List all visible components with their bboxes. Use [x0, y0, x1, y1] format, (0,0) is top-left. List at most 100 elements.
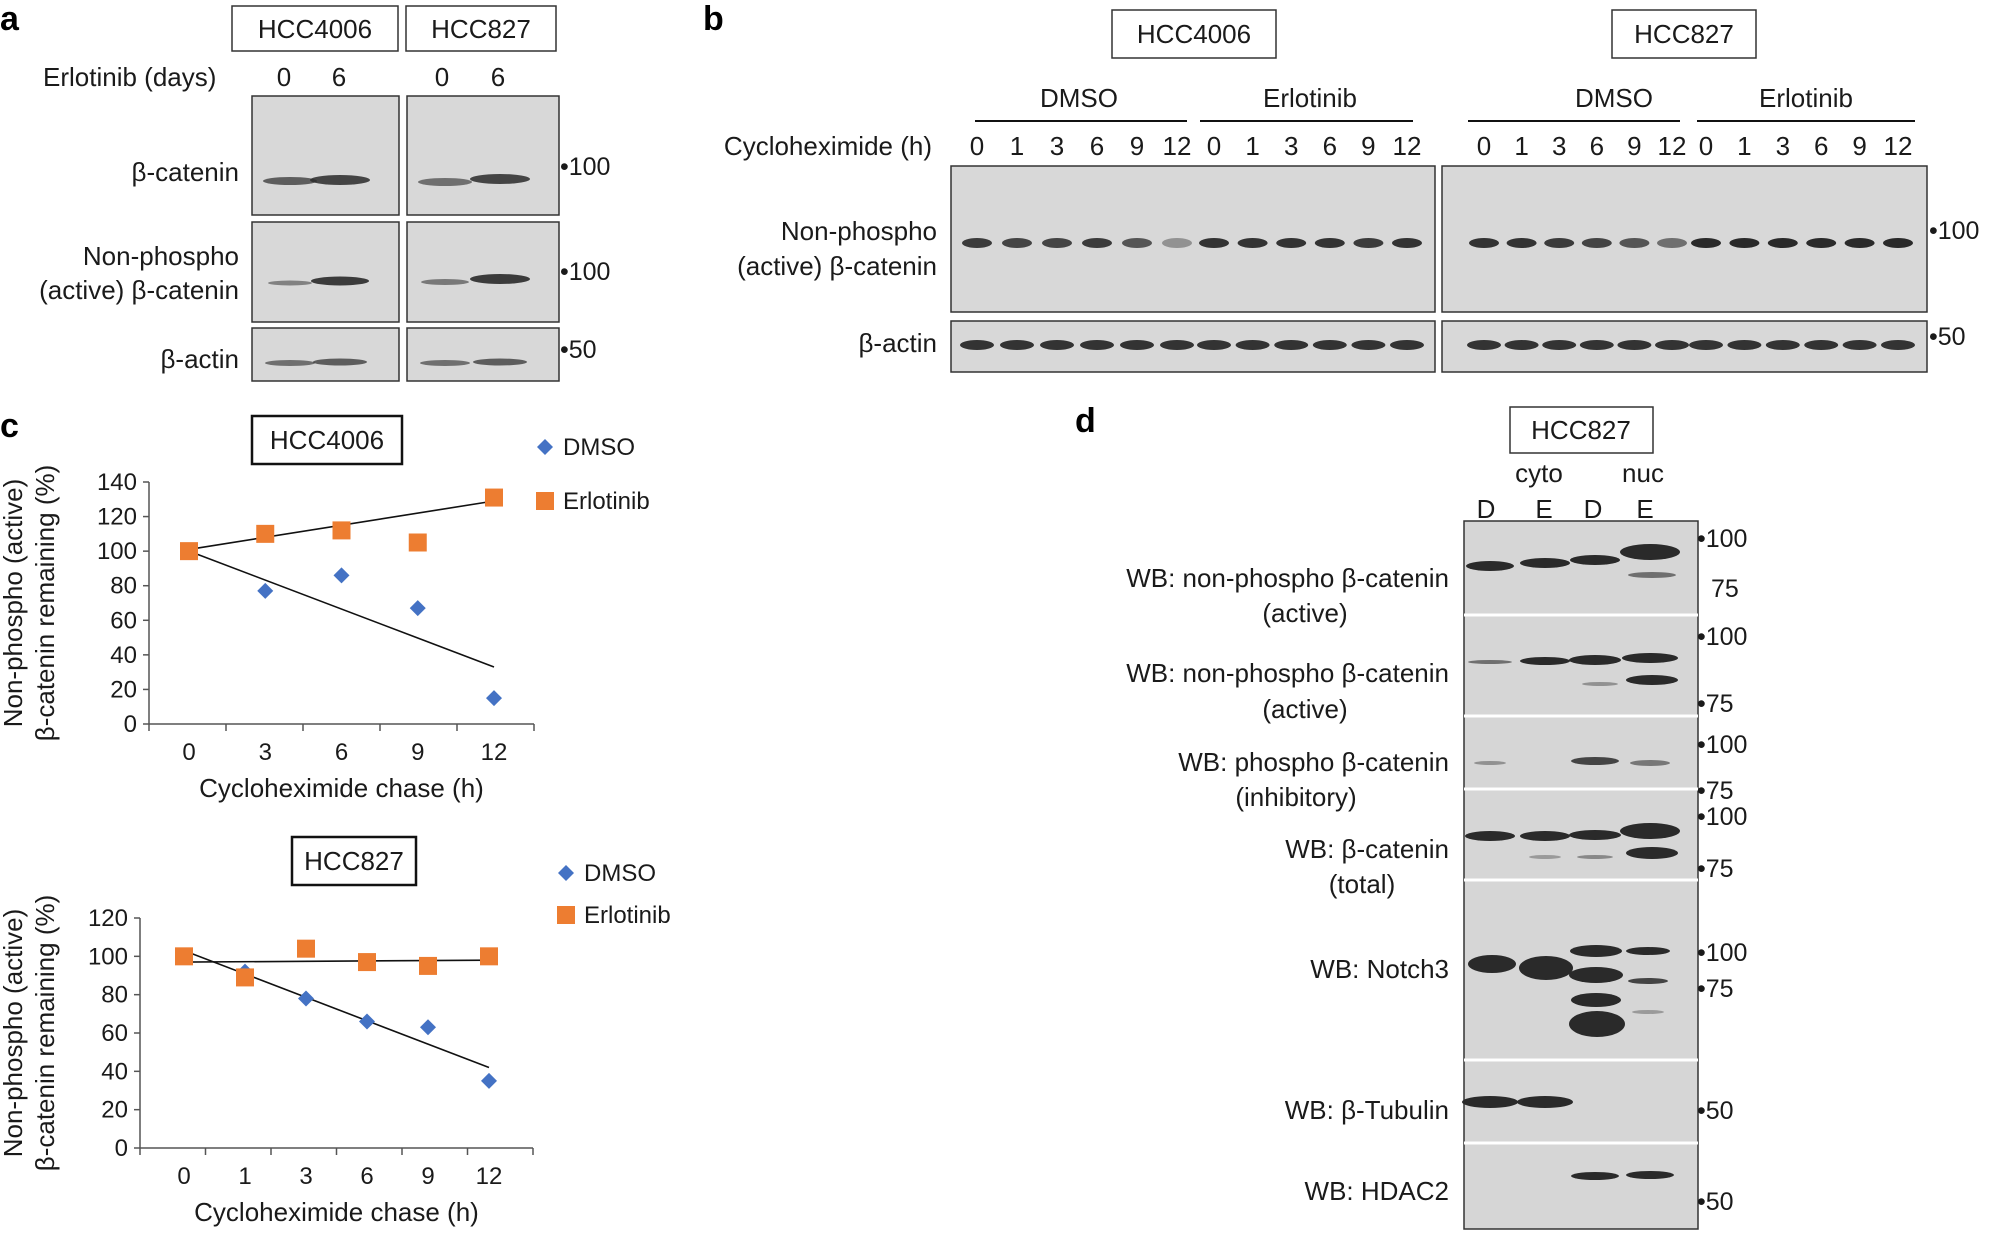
band — [1691, 238, 1721, 248]
band — [1619, 238, 1650, 248]
band — [1506, 238, 1537, 248]
x-tick-label: 6 — [360, 1163, 373, 1190]
band — [1312, 340, 1347, 350]
group-label-erlotinib: Erlotinib — [1263, 83, 1357, 113]
time-label: 3 — [1284, 131, 1298, 161]
trendline-erlotinib — [183, 959, 490, 963]
legend-label-dmso: DMSO — [584, 860, 656, 887]
band — [1002, 238, 1032, 248]
cell-line-box-hcc827 — [1509, 406, 1654, 454]
lane-label: E — [1636, 494, 1653, 524]
y-tick-label: 120 — [97, 504, 137, 531]
band — [1120, 340, 1154, 350]
day-label: 6 — [491, 62, 505, 92]
mw-marker: •50 — [1929, 323, 1966, 351]
trendline-dmso — [188, 550, 495, 668]
y-tick-label: 40 — [110, 642, 137, 669]
mw-marker: •100 — [1697, 731, 1747, 759]
wb-label-sub: (active) — [1262, 598, 1347, 628]
panel-b: b HCC4006 HCC827 DMSO Erlotinib DMSO Erl… — [703, 0, 1979, 373]
band — [1390, 340, 1424, 350]
band — [1392, 238, 1422, 248]
cell-line-label-hcc827: HCC827 — [1634, 19, 1734, 49]
blot-d-bands — [1462, 544, 1680, 1180]
blot-label-nonphospho-1: Non-phospho — [781, 216, 937, 246]
blot-label-nonphospho-2: (active) β-catenin — [737, 251, 937, 281]
point-dmso — [409, 600, 426, 617]
y-tick-label: 40 — [101, 1058, 128, 1085]
time-label: 6 — [1814, 131, 1828, 161]
blot-d-dividers — [1464, 613, 1698, 1145]
legend-label-erlotinib: Erlotinib — [563, 488, 650, 515]
blot-a-row1 — [251, 95, 560, 216]
wb-label: WB: Notch3 — [1310, 954, 1449, 984]
group-label-dmso: DMSO — [1040, 83, 1118, 113]
band — [1657, 238, 1687, 248]
chart-hcc827: HCC827 0 20 40 60 80 100 120 0 1 3 6 9 12 Cycloheximid… — [0, 835, 671, 1227]
band — [1469, 238, 1499, 248]
band — [1767, 238, 1798, 248]
chart-title: HCC827 — [304, 846, 404, 876]
time-label: 9 — [1361, 131, 1375, 161]
point-erlotinib — [236, 968, 254, 987]
point-dmso — [359, 1013, 375, 1030]
cell-line-label-hcc827: HCC827 — [431, 14, 531, 44]
band — [1353, 238, 1384, 248]
wb-label: WB: β-Tubulin — [1285, 1095, 1449, 1125]
band — [960, 340, 994, 350]
trendline-dmso — [183, 949, 490, 1069]
y-tick-label: 100 — [97, 538, 137, 565]
time-label: 6 — [1590, 131, 1604, 161]
time-label: 0 — [970, 131, 984, 161]
band — [1881, 340, 1915, 350]
blot-b-row1 — [950, 165, 1928, 313]
x-tick-label: 9 — [421, 1163, 434, 1190]
band — [1544, 238, 1575, 248]
lane-label: E — [1535, 494, 1552, 524]
blot-label-nonphospho-1: Non-phospho — [83, 241, 239, 271]
fraction-label-cyto: cyto — [1515, 458, 1563, 488]
day-label: 6 — [332, 62, 346, 92]
group-label-erlotinib: Erlotinib — [1759, 83, 1853, 113]
wb-label: WB: HDAC2 — [1305, 1176, 1449, 1206]
band — [1199, 238, 1229, 248]
x-tick-label: 12 — [481, 739, 508, 766]
mw-marker: •75 — [1697, 975, 1734, 1003]
point-erlotinib — [180, 542, 198, 561]
point-erlotinib — [332, 521, 351, 540]
time-label: 1 — [1737, 131, 1751, 161]
band — [1844, 238, 1875, 248]
cell-line-label-hcc4006: HCC4006 — [1137, 19, 1251, 49]
x-tick-label: 6 — [335, 739, 348, 766]
day-label: 0 — [277, 62, 291, 92]
time-label: 3 — [1050, 131, 1064, 161]
band — [1197, 340, 1231, 350]
band — [1162, 238, 1192, 248]
y-tick-label: 80 — [110, 573, 137, 600]
blot-label-beta-actin: β-actin — [858, 328, 937, 358]
panel-d: d HCC827 cyto nuc D E D E — [1075, 402, 1747, 1230]
band — [1351, 340, 1386, 350]
point-erlotinib — [297, 939, 315, 958]
mw-marker: •50 — [560, 336, 597, 364]
point-dmso — [481, 1072, 497, 1089]
mw-marker-75: 75 — [1711, 575, 1739, 603]
time-label: 1 — [1514, 131, 1528, 161]
band — [1655, 340, 1689, 350]
point-erlotinib — [480, 947, 498, 966]
time-label: 12 — [1393, 131, 1422, 161]
blot-label-beta-catenin: β-catenin — [132, 157, 239, 187]
band — [1729, 238, 1760, 248]
x-tick-label: 3 — [299, 1163, 312, 1190]
time-label: 1 — [1010, 131, 1024, 161]
band — [1765, 340, 1800, 350]
band — [1276, 238, 1307, 248]
mw-marker: •50 — [1697, 1097, 1734, 1125]
time-axis-label: Cycloheximide (h) — [724, 131, 932, 161]
blot-a-row3 — [251, 327, 560, 382]
y-tick-label: 20 — [101, 1097, 128, 1124]
point-erlotinib — [175, 947, 193, 966]
blot-a-row2 — [251, 221, 560, 323]
band — [1727, 340, 1762, 350]
mw-marker: •100 — [560, 153, 610, 181]
